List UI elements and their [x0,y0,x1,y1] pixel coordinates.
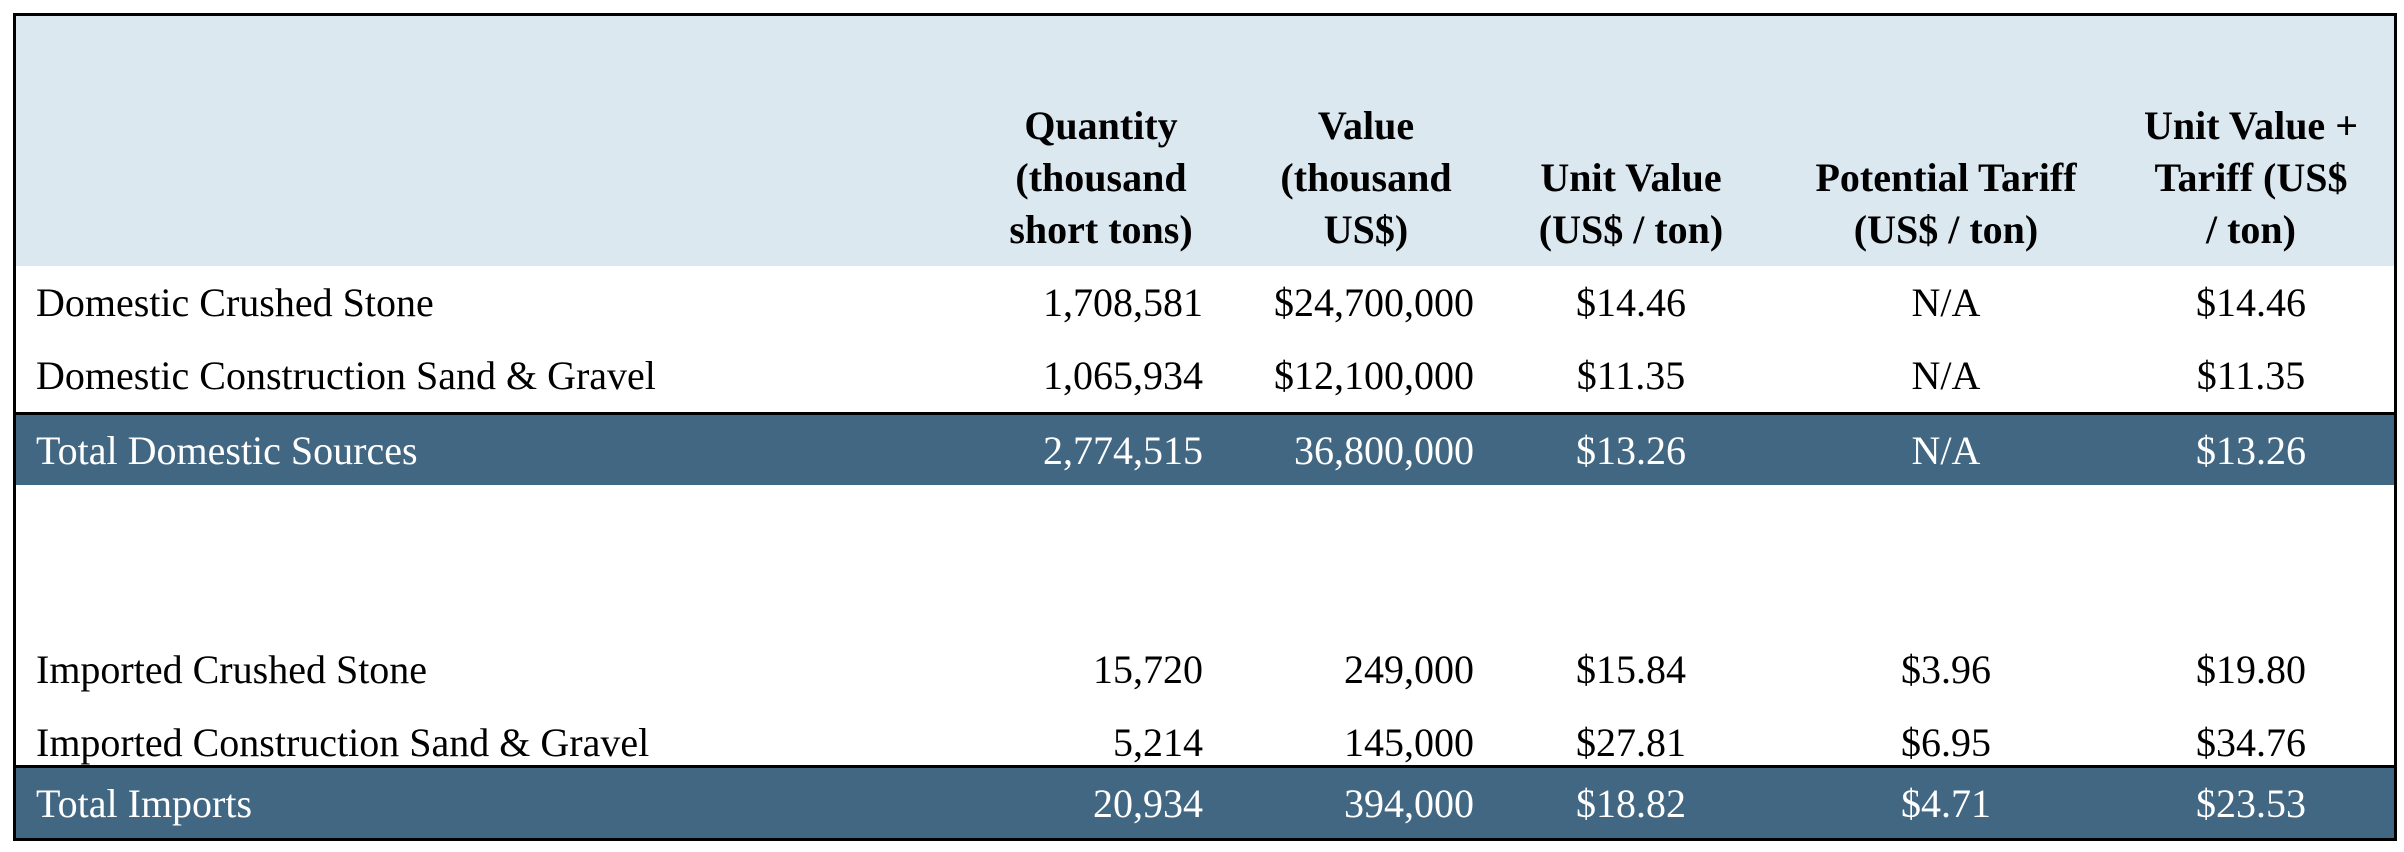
quantity-cell: 2,774,515 [1043,427,1203,473]
unit-value-cell: $27.81 [1576,720,1686,765]
column-header-line: Potential Tariff [1815,155,2077,200]
column-header-value: Value (thousand US$) [1236,16,1496,266]
unit-value-cell: $13.26 [1576,427,1686,473]
unit-plus-tariff-cell: $11.35 [2196,353,2306,398]
column-header-unit-value-plus-tariff: Unit Value + Tariff (US$ / ton) [2126,16,2376,266]
column-header-line: Value [1317,103,1415,148]
unit-plus-tariff-cell: $34.76 [2196,720,2306,765]
column-header-line: US$) [1323,207,1409,252]
data-table: Quantity (thousand short tons) Value (th… [13,13,2397,841]
column-header-unit-value: Unit Value (US$ / ton) [1506,16,1756,266]
value-cell: $12,100,000 [1274,353,1474,398]
column-header-quantity: Quantity (thousand short tons) [976,16,1226,266]
table-header: Quantity (thousand short tons) Value (th… [16,16,2394,266]
column-header-line: (thousand [1280,155,1452,200]
value-cell: 394,000 [1344,780,1474,826]
row-label: Imported Crushed Stone [36,647,428,692]
column-header-line: / ton) [2206,207,2296,252]
unit-plus-tariff-cell: $23.53 [2196,780,2306,826]
row-label: Domestic Construction Sand & Gravel [36,353,656,398]
unit-plus-tariff-cell: $13.26 [2196,427,2306,473]
tariff-cell: $3.96 [1901,647,1991,692]
table-row: Domestic Construction Sand & Gravel 1,06… [16,339,2394,412]
value-cell: 36,800,000 [1294,427,1474,473]
column-header-potential-tariff: Potential Tariff (US$ / ton) [1786,16,2106,266]
row-label: Imported Construction Sand & Gravel [36,720,650,765]
tariff-cell: $6.95 [1901,720,1991,765]
column-header-line: (thousand [1015,155,1187,200]
tariff-cell: $4.71 [1901,780,1991,826]
tariff-cell: N/A [1911,353,1981,398]
unit-value-cell: $15.84 [1576,647,1686,692]
table-row: Imported Construction Sand & Gravel 5,21… [16,706,2394,779]
column-header-line: Quantity [1024,103,1178,148]
value-cell: $24,700,000 [1274,280,1474,325]
column-header-line: (US$ / ton) [1538,207,1724,252]
column-header-line: (US$ / ton) [1853,207,2039,252]
unit-value-cell: $18.82 [1576,780,1686,826]
unit-value-cell: $11.35 [1576,353,1686,398]
unit-plus-tariff-cell: $19.80 [2196,647,2306,692]
value-cell: 249,000 [1344,647,1474,692]
row-label: Total Imports [36,780,253,826]
unit-plus-tariff-cell: $14.46 [2196,280,2306,325]
quantity-cell: 1,065,934 [1043,353,1203,398]
total-row: Total Imports 20,934 394,000 $18.82 $4.7… [16,765,2394,838]
quantity-cell: 1,708,581 [1043,280,1203,325]
quantity-cell: 20,934 [1093,780,1203,826]
tariff-cell: N/A [1911,280,1981,325]
row-label: Domestic Crushed Stone [36,280,434,325]
quantity-cell: 15,720 [1093,647,1203,692]
table-row: Imported Crushed Stone 15,720 249,000 $1… [16,633,2394,706]
total-row: Total Domestic Sources 2,774,515 36,800,… [16,412,2394,485]
unit-value-cell: $14.46 [1576,280,1686,325]
table-row: Domestic Crushed Stone 1,708,581 $24,700… [16,266,2394,339]
column-header-line: Unit Value [1540,155,1722,200]
column-header-line: short tons) [1009,207,1193,252]
row-label: Total Domestic Sources [36,427,418,473]
value-cell: 145,000 [1344,720,1474,765]
column-header-line: Tariff (US$ [2154,155,2348,200]
tariff-cell: N/A [1911,427,1981,473]
column-header-line: Unit Value + [2144,103,2358,148]
quantity-cell: 5,214 [1113,720,1203,765]
